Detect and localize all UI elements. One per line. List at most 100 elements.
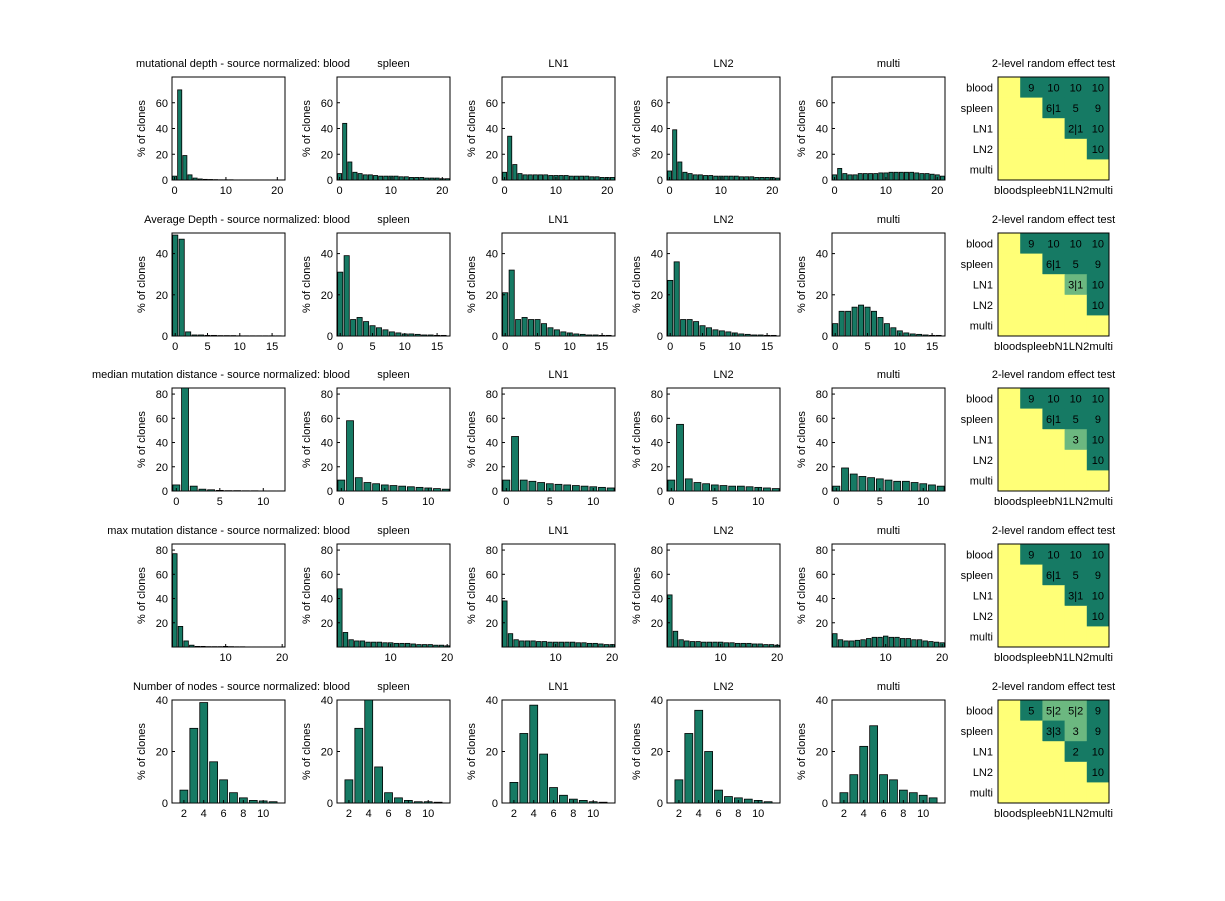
panel-title: LN2 <box>713 681 733 693</box>
heatmap-cell-label: 10 <box>1092 591 1104 603</box>
y-axis-label: % of clones <box>796 256 808 313</box>
bar <box>433 644 439 648</box>
bar <box>928 484 936 492</box>
bar <box>539 753 548 804</box>
heatmap-cell <box>998 408 1021 430</box>
y-tick-label: 60 <box>816 98 828 110</box>
heatmap-cell <box>998 274 1021 296</box>
histogram-panel: LN1 0 20 40 60 80 0 5 10 % of clones <box>466 369 616 508</box>
bar <box>849 473 858 492</box>
bar <box>268 801 278 804</box>
bar <box>189 644 195 648</box>
x-tick-label: 5 <box>204 341 210 353</box>
bar <box>522 174 528 181</box>
bar <box>337 271 344 337</box>
x-tick-label: 10 <box>234 341 246 353</box>
bar <box>579 333 586 337</box>
bar <box>375 327 382 337</box>
bar <box>718 330 725 337</box>
bar <box>181 387 189 492</box>
bar <box>198 334 205 337</box>
x-tick-label: 10 <box>587 496 599 508</box>
heatmap-cell-label: 10 <box>1092 300 1104 312</box>
bar <box>868 173 873 181</box>
bar <box>894 636 900 648</box>
heatmap-row-label: spleen <box>961 259 993 271</box>
heatmap-box <box>997 76 1110 181</box>
bar <box>889 779 898 804</box>
bar <box>362 174 368 181</box>
bar <box>389 485 398 492</box>
bar <box>354 477 363 492</box>
bar <box>738 333 745 337</box>
y-axis-label: % of clones <box>796 411 808 468</box>
heatmap-cell-label: 10 <box>1092 238 1104 250</box>
x-tick-label: 20 <box>271 185 283 197</box>
heatmap-row-label: LN2 <box>973 767 993 779</box>
heatmap-cell <box>1042 138 1066 160</box>
bar <box>870 310 877 337</box>
bar <box>939 175 945 181</box>
heatmap-cell <box>1042 741 1066 763</box>
x-tick-label: 4 <box>201 808 207 820</box>
bar <box>413 801 423 804</box>
heatmap-cell-label: 10 <box>1092 767 1104 779</box>
bar <box>719 485 728 492</box>
axes-box <box>666 232 781 337</box>
heatmap-cell <box>998 315 1021 337</box>
heatmap-cell-label: 10 <box>1047 238 1059 250</box>
heatmap-cell <box>1086 585 1110 607</box>
y-tick-label: 80 <box>486 545 498 557</box>
x-tick-label: 0 <box>502 341 508 353</box>
bar <box>344 779 354 804</box>
axes-box <box>336 76 451 181</box>
y-tick-label: 40 <box>816 438 828 450</box>
bar <box>553 329 560 337</box>
bar <box>434 177 440 181</box>
y-tick-label: 20 <box>651 462 663 474</box>
x-tick-label: 6 <box>550 808 556 820</box>
bar <box>859 745 869 804</box>
heatmap-cell <box>1020 626 1043 648</box>
bar <box>438 644 445 648</box>
bar <box>580 485 589 492</box>
bar <box>563 484 572 492</box>
x-tick-label: 20 <box>436 185 448 197</box>
y-axis-label: % of clones <box>301 723 313 780</box>
bar <box>764 177 770 181</box>
bar <box>586 334 593 337</box>
heatmap-cell <box>1042 585 1066 607</box>
y-tick-label: 40 <box>321 249 333 261</box>
heatmap-cell <box>1020 118 1043 140</box>
x-tick-label: 0 <box>338 496 344 508</box>
bar <box>862 173 868 181</box>
y-tick-label: 0 <box>492 486 498 498</box>
bar <box>182 155 188 181</box>
y-tick-label: 40 <box>651 438 663 450</box>
bar <box>197 178 203 181</box>
heatmap-cell <box>1020 253 1043 275</box>
bar <box>739 176 744 181</box>
panel-title: LN2 <box>713 58 733 70</box>
axes-box <box>501 387 616 492</box>
bar <box>509 782 519 804</box>
x-tick-label: 10 <box>564 341 576 353</box>
bar <box>672 129 678 181</box>
histogram-panel: spleen 0 20 40 60 80 0 5 10 % of clones <box>301 369 451 508</box>
heatmap-cell <box>1086 97 1110 119</box>
heatmap-row-label: LN1 <box>973 124 993 136</box>
heatmap-cell <box>998 388 1021 410</box>
heatmap-cell <box>1086 159 1110 181</box>
heatmap-cell <box>1042 470 1066 492</box>
y-tick-label: 40 <box>816 695 828 707</box>
heatmap-column-labels: bloodspleebN1LN2multi <box>994 496 1113 508</box>
x-tick-label: 4 <box>366 808 372 820</box>
y-tick-label: 20 <box>651 149 663 161</box>
heatmap-cell <box>1064 315 1088 337</box>
histogram-panel: spleen 0 20 40 2 4 6 8 10 % of clones <box>301 681 451 820</box>
bar <box>734 642 741 648</box>
x-tick-label: 10 <box>880 652 892 664</box>
heatmap-cell <box>1064 585 1088 607</box>
y-tick-label: 20 <box>486 618 498 630</box>
heatmap-cell-label: 10 <box>1092 393 1104 405</box>
